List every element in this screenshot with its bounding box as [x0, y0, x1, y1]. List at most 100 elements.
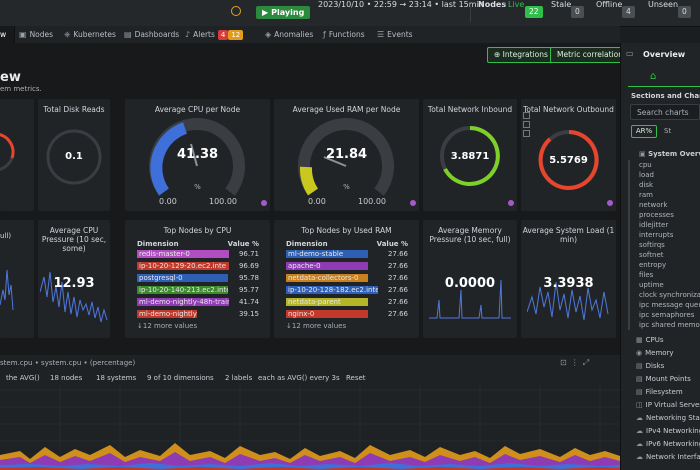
tab-events[interactable]: ☰ Events — [377, 26, 413, 43]
nav-link-interrupts[interactable]: interrupts — [639, 231, 674, 239]
top-ram-card[interactable]: Top Nodes by Used RAM Dimension Value % … — [274, 220, 419, 338]
nav-link-clock-sync[interactable]: clock synchronization — [639, 291, 700, 299]
table-row[interactable]: netdata-collectors-0 27.66 — [286, 274, 408, 282]
live-label[interactable]: Live — [508, 0, 525, 9]
top-cpu-title: Top Nodes by CPU — [163, 226, 232, 235]
nav-link-ipc-shm[interactable]: ipc shared memory — [639, 321, 700, 329]
nav-link-processes[interactable]: processes — [639, 211, 674, 219]
nav-link-idlejitter[interactable]: idlejitter — [639, 221, 669, 229]
cpu-gauge-card[interactable]: Average CPU per Node 41.38 % 0.00 100.00 — [125, 99, 270, 211]
more-values-link[interactable]: ↓12 more values — [286, 322, 347, 330]
integrations-button[interactable]: ⊕ Integrations — [487, 47, 555, 63]
net-inbound-ring — [440, 126, 500, 186]
unseen-label[interactable]: Unseen — [648, 0, 679, 9]
dimensions-filter[interactable]: 9 of 10 dimensions — [147, 374, 214, 382]
table-row[interactable]: ip-10-20-129-20.ec2.inte 96.69 — [137, 262, 259, 270]
row-bar: ml-demo-stable — [286, 250, 368, 258]
tab-anomalies[interactable]: ◈ Anomalies — [265, 26, 313, 43]
tab-functions[interactable]: ƒ Functions — [323, 26, 365, 43]
cpu-gauge-value: 41.38 — [176, 147, 219, 162]
stale-label[interactable]: Stale — [551, 0, 572, 9]
playing-button[interactable]: ▶ Playing — [256, 6, 311, 19]
tab-dashboards[interactable]: ▤ Dashboards — [124, 26, 179, 43]
section-mount-points[interactable]: ▤ Mount Points — [636, 375, 691, 383]
offline-label[interactable]: Offline — [596, 0, 623, 9]
aggregation-control[interactable]: each as AVG() every 3s — [258, 374, 340, 382]
ram-gauge-unit: % — [343, 183, 350, 191]
table-row[interactable]: postgresql-0 95.78 — [137, 274, 259, 282]
system-load-sparkline — [527, 281, 609, 321]
partial-card — [0, 99, 34, 211]
nav-link-load[interactable]: load — [639, 171, 654, 179]
chart-toolbar-icons[interactable]: ⊡⋮⤢ — [560, 358, 594, 367]
nav-link-ram[interactable]: ram — [639, 191, 653, 199]
net-outbound-card[interactable]: Total Network Outbound 5.5769 — [521, 99, 616, 211]
card-toolbar[interactable] — [523, 112, 530, 144]
partial-title: ull) — [0, 232, 12, 240]
cpu-gauge-title: Average CPU per Node — [154, 105, 241, 114]
section-disks[interactable]: ▤ Disks — [636, 362, 665, 370]
section-ipv6[interactable]: ☁ IPv6 Networking — [636, 440, 700, 448]
nav-link-files[interactable]: files — [639, 271, 654, 279]
mem-pressure-value: 0.0000 — [444, 276, 496, 291]
tab-overview-active[interactable] — [0, 26, 15, 43]
cpu-pressure-card[interactable]: Average CPU Pressure (10 sec, some) 12.9… — [38, 220, 110, 338]
st-toggle[interactable]: St — [664, 127, 672, 135]
unseen-count-badge: 0 — [678, 6, 691, 18]
nav-link-softirqs[interactable]: softirqs — [639, 241, 665, 249]
chart-title: stem.cpu • system.cpu • (percentage) — [0, 359, 136, 367]
nav-link-uptime[interactable]: uptime — [639, 281, 664, 289]
nav-link-ipc-msg[interactable]: ipc message queues — [639, 301, 700, 309]
system-overview-section[interactable]: ▣ System Overview — [639, 150, 700, 158]
section-networking-stack[interactable]: ☁Networking Stack — [636, 414, 700, 422]
warning-alerts-badge: 12 — [228, 29, 244, 40]
section-ipv4[interactable]: ☁ IPv4 Networking — [636, 427, 700, 435]
table-row[interactable]: apache-0 27.66 — [286, 262, 408, 270]
labels-filter[interactable]: 2 labels — [225, 374, 253, 382]
cpu-pressure-sparkline — [40, 271, 108, 323]
tab-nodes[interactable]: ▣ Nodes — [19, 26, 53, 43]
ram-gauge-card[interactable]: Average Used RAM per Node 21.84 % 0.00 1… — [274, 99, 419, 211]
dashboards-icon: ▤ — [124, 30, 132, 39]
search-charts-input[interactable]: Search charts — [630, 104, 700, 120]
col-dimension: Dimension — [286, 240, 328, 248]
more-values-link[interactable]: ↓12 more values — [137, 322, 198, 330]
section-cpus[interactable]: ▦ CPUs — [636, 336, 664, 344]
nav-link-softnet[interactable]: softnet — [639, 251, 664, 259]
nav-link-entropy[interactable]: entropy — [639, 261, 667, 269]
table-row[interactable]: ip-10-20-140-213.ec2.inte 95.77 — [137, 286, 259, 294]
mem-pressure-card[interactable]: Average Memory Pressure (10 sec, full) 0… — [423, 220, 517, 338]
top-cpu-card[interactable]: Top Nodes by CPU Dimension Value % redis… — [125, 220, 270, 338]
tab-alerts[interactable]: ♪ Alerts 4 12 — [185, 26, 244, 43]
ip-icon: ◫ — [636, 401, 643, 409]
reset-button[interactable]: Reset — [346, 374, 366, 382]
nav-link-cpu[interactable]: cpu — [639, 161, 652, 169]
disk-reads-card[interactable]: Total Disk Reads 0.1 — [38, 99, 110, 211]
ar-toggle[interactable]: AR% — [631, 125, 657, 138]
table-row[interactable]: ml-demo-stable 27.66 — [286, 250, 408, 258]
time-range[interactable]: 2023/10/10 • 22:59 → 23:14 • last 15min — [318, 0, 484, 9]
table-row[interactable]: ml-demo-nightly-48h-traini 41.74 — [137, 298, 259, 306]
section-network-interfaces[interactable]: ☁ Network Interfa — [636, 453, 700, 461]
alarm-icon[interactable] — [231, 6, 241, 16]
section-ip-virtual-server[interactable]: ◫ IP Virtual Server — [636, 401, 700, 409]
table-row[interactable]: redis-master-0 96.71 — [137, 250, 259, 258]
table-row[interactable]: nginx-0 27.66 — [286, 310, 408, 318]
table-row[interactable]: ml-demo-nightly 39.15 — [137, 310, 259, 318]
nav-link-ipc-sem[interactable]: ipc semaphores — [639, 311, 695, 319]
group-by-control[interactable]: the AVG() — [6, 374, 40, 382]
table-row[interactable]: ip-10-20-128-182.ec2.inte 27.66 — [286, 286, 408, 294]
nav-link-disk[interactable]: disk — [639, 181, 654, 189]
system-load-card[interactable]: Average System Load (1 min) 3.3938 — [521, 220, 616, 338]
nav-link-network[interactable]: network — [639, 201, 668, 209]
charts-tab-icon[interactable]: ⌂ — [650, 71, 657, 82]
nodes-filter[interactable]: 18 nodes — [50, 374, 83, 382]
tab-kubernetes[interactable]: ⎈ Kubernetes — [64, 26, 116, 43]
table-row[interactable]: netdata-parent 27.66 — [286, 298, 408, 306]
cpu-stacked-area-chart — [0, 385, 620, 470]
systems-filter[interactable]: 18 systems — [96, 374, 137, 382]
tab-overview[interactable]: w — [0, 30, 7, 39]
section-filesystem[interactable]: ▤ Filesystem — [636, 388, 683, 396]
net-inbound-card[interactable]: Total Network Inbound 3.8871 — [423, 99, 517, 211]
section-memory[interactable]: ◉ Memory — [636, 349, 674, 357]
